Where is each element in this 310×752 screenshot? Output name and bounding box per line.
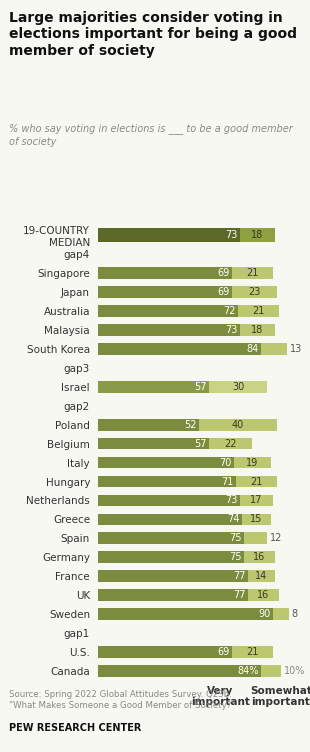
Bar <box>98 419 199 431</box>
Bar <box>98 646 232 658</box>
Bar <box>244 532 267 544</box>
Text: 16: 16 <box>257 590 269 600</box>
Bar <box>98 590 248 601</box>
Text: 10%: 10% <box>284 666 305 676</box>
Bar <box>232 646 273 658</box>
Text: 21: 21 <box>252 306 265 316</box>
Bar <box>98 456 234 468</box>
Text: Very
important: Very important <box>191 686 250 708</box>
Bar <box>242 514 271 526</box>
Bar <box>98 532 244 544</box>
Bar <box>261 666 281 677</box>
Text: Somewhat
important: Somewhat important <box>250 686 310 708</box>
Bar <box>273 608 289 620</box>
Bar <box>98 324 240 335</box>
Text: 12: 12 <box>270 533 282 544</box>
Bar <box>98 229 240 242</box>
Bar <box>232 286 277 298</box>
Text: 69: 69 <box>218 268 230 278</box>
Bar <box>98 286 232 298</box>
Bar <box>240 495 273 506</box>
Bar <box>261 343 287 355</box>
Bar <box>240 229 275 242</box>
Text: 14: 14 <box>255 572 268 581</box>
Text: 77: 77 <box>233 590 245 600</box>
Bar <box>98 438 209 450</box>
Bar <box>98 381 209 393</box>
Text: 8: 8 <box>291 609 298 619</box>
Text: 57: 57 <box>194 438 206 449</box>
Text: 75: 75 <box>229 533 241 544</box>
Bar <box>98 514 242 526</box>
Text: 77: 77 <box>233 572 245 581</box>
Text: 21: 21 <box>246 268 259 278</box>
Bar <box>98 571 248 582</box>
Bar <box>98 475 236 487</box>
Bar <box>248 571 275 582</box>
Bar <box>209 438 252 450</box>
Text: Source: Spring 2022 Global Attitudes Survey. Q23b.
"What Makes Someone a Good Me: Source: Spring 2022 Global Attitudes Sur… <box>9 690 236 711</box>
Text: 73: 73 <box>225 230 237 240</box>
Bar <box>234 456 271 468</box>
Text: % who say voting in elections is ___ to be a good member
of society: % who say voting in elections is ___ to … <box>9 123 293 147</box>
Bar <box>98 551 244 563</box>
Bar <box>98 343 261 355</box>
Text: 21: 21 <box>246 647 259 657</box>
Text: 21: 21 <box>250 477 263 487</box>
Text: 84%: 84% <box>238 666 259 676</box>
Text: 69: 69 <box>218 647 230 657</box>
Text: 57: 57 <box>194 382 206 392</box>
Bar <box>236 475 277 487</box>
Text: 30: 30 <box>232 382 244 392</box>
Text: 40: 40 <box>232 420 244 429</box>
Bar <box>244 551 275 563</box>
Text: 84: 84 <box>247 344 259 354</box>
Bar <box>232 267 273 279</box>
Text: 52: 52 <box>184 420 197 429</box>
Text: 74: 74 <box>227 514 240 524</box>
Text: 75: 75 <box>229 552 241 562</box>
Text: 73: 73 <box>225 325 237 335</box>
Text: 19: 19 <box>246 457 259 468</box>
Bar <box>98 666 261 677</box>
Text: 22: 22 <box>224 438 237 449</box>
Text: 72: 72 <box>223 306 236 316</box>
Bar <box>98 267 232 279</box>
Text: 16: 16 <box>253 552 265 562</box>
Text: Large majorities consider voting in
elections important for being a good
member : Large majorities consider voting in elec… <box>9 11 297 58</box>
Text: 70: 70 <box>219 457 232 468</box>
Text: PEW RESEARCH CENTER: PEW RESEARCH CENTER <box>9 723 142 733</box>
Bar <box>209 381 267 393</box>
Text: 73: 73 <box>225 496 237 505</box>
Bar <box>98 495 240 506</box>
Text: 18: 18 <box>251 325 264 335</box>
Bar <box>98 305 238 317</box>
Text: 13: 13 <box>290 344 302 354</box>
Text: 23: 23 <box>248 287 261 297</box>
Text: 18: 18 <box>251 230 264 240</box>
Bar <box>98 608 273 620</box>
Text: 71: 71 <box>221 477 234 487</box>
Bar <box>248 590 279 601</box>
Bar <box>238 305 279 317</box>
Bar <box>240 324 275 335</box>
Text: 69: 69 <box>218 287 230 297</box>
Text: 90: 90 <box>259 609 271 619</box>
Text: 17: 17 <box>250 496 263 505</box>
Bar <box>199 419 277 431</box>
Text: 15: 15 <box>250 514 263 524</box>
